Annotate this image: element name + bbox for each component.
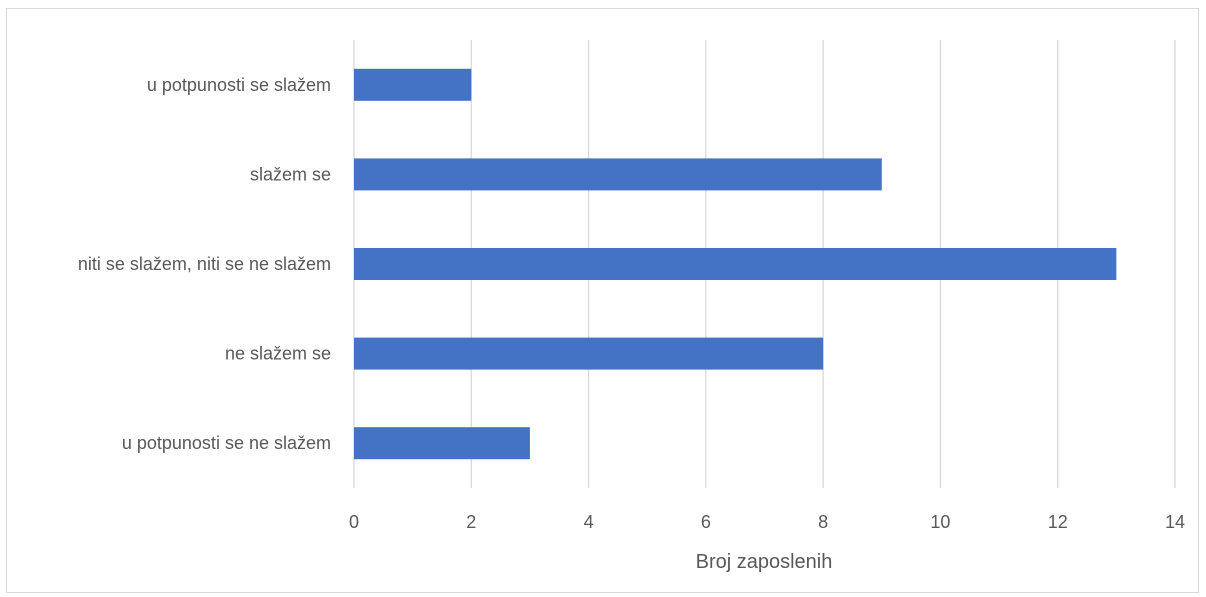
bar [354,337,824,370]
bar [354,68,472,101]
x-tick-label: 14 [1165,512,1185,532]
category-label: u potpunosti se slažem [147,75,331,95]
x-tick-label: 4 [584,512,594,532]
category-label: niti se slažem, niti se ne slažem [78,254,331,274]
bar [354,158,882,191]
category-label: ne slažem se [225,344,331,364]
x-tick-label: 0 [349,512,359,532]
x-tick-label: 12 [1048,512,1068,532]
x-tick-label: 10 [930,512,950,532]
x-tick-label: 8 [818,512,828,532]
bar [354,248,1117,280]
x-axis-title: Broj zaposlenih [696,551,833,573]
bars [354,68,1117,460]
x-tick-label: 6 [701,512,711,532]
bar [354,427,530,460]
category-label: slažem se [250,164,331,184]
category-labels: u potpunosti se slažem slažem se niti se s… [78,75,331,453]
category-label: u potpunosti se ne slažem [122,433,331,453]
chart-frame [6,8,1199,593]
x-tick-labels: 0 2 4 6 8 10 12 14 [349,512,1185,532]
x-tick-label: 2 [466,512,476,532]
